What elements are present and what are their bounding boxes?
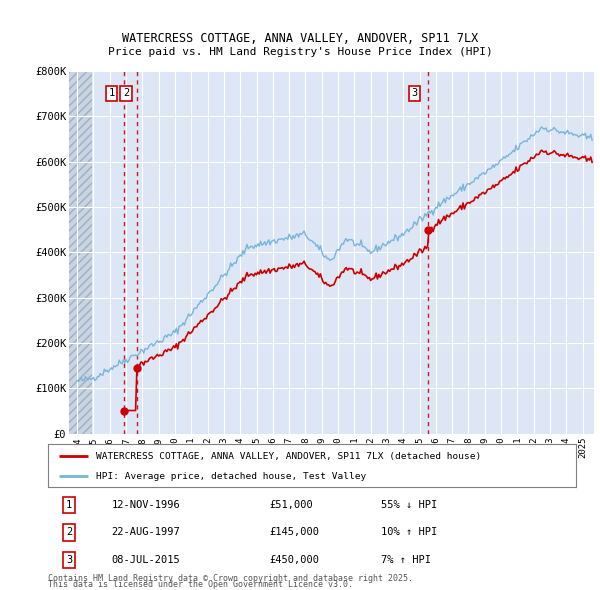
Text: WATERCRESS COTTAGE, ANNA VALLEY, ANDOVER, SP11 7LX (detached house): WATERCRESS COTTAGE, ANNA VALLEY, ANDOVER… [95,452,481,461]
Text: £51,000: £51,000 [270,500,314,510]
Text: £145,000: £145,000 [270,527,320,537]
Text: Price paid vs. HM Land Registry's House Price Index (HPI): Price paid vs. HM Land Registry's House … [107,47,493,57]
Text: WATERCRESS COTTAGE, ANNA VALLEY, ANDOVER, SP11 7LX: WATERCRESS COTTAGE, ANNA VALLEY, ANDOVER… [122,32,478,45]
Text: 1: 1 [108,88,115,99]
Text: Contains HM Land Registry data © Crown copyright and database right 2025.: Contains HM Land Registry data © Crown c… [48,573,413,582]
Text: 3: 3 [66,555,72,565]
Text: 1: 1 [66,500,72,510]
Text: 22-AUG-1997: 22-AUG-1997 [112,527,180,537]
Text: 10% ↑ HPI: 10% ↑ HPI [380,527,437,537]
Text: 12-NOV-1996: 12-NOV-1996 [112,500,180,510]
Bar [69,71,92,434]
Text: 2: 2 [123,88,129,99]
Text: This data is licensed under the Open Government Licence v3.0.: This data is licensed under the Open Gov… [48,580,353,589]
Bar [69,71,92,434]
Text: 08-JUL-2015: 08-JUL-2015 [112,555,180,565]
Text: 2: 2 [66,527,72,537]
Text: 3: 3 [412,88,418,99]
Text: 7% ↑ HPI: 7% ↑ HPI [380,555,431,565]
Text: HPI: Average price, detached house, Test Valley: HPI: Average price, detached house, Test… [95,471,366,481]
Text: 55% ↓ HPI: 55% ↓ HPI [380,500,437,510]
Text: £450,000: £450,000 [270,555,320,565]
